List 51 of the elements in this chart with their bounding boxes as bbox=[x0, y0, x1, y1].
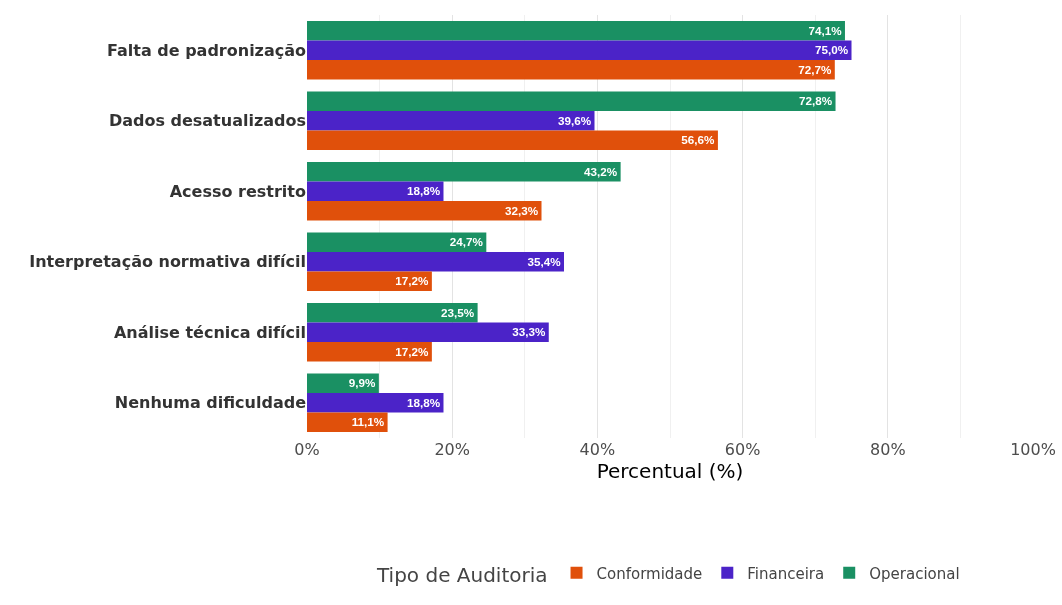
bar bbox=[307, 91, 836, 111]
bar bbox=[307, 60, 835, 80]
data-label: 39,6% bbox=[557, 113, 592, 127]
data-label: 33,3% bbox=[512, 325, 546, 339]
bar bbox=[307, 302, 478, 323]
data-label: 43,2% bbox=[584, 164, 618, 178]
legend-label: Operacional bbox=[869, 564, 960, 583]
data-label: 72,7% bbox=[798, 62, 832, 76]
x-tick-label: 0% bbox=[294, 440, 320, 459]
data-label: 23,5% bbox=[441, 305, 475, 319]
data-label: 72,8% bbox=[798, 94, 833, 108]
legend-title: Tipo de Auditoria bbox=[376, 563, 548, 588]
bar bbox=[307, 271, 432, 292]
bar bbox=[307, 322, 549, 342]
y-tick-label: Análise técnica difícil bbox=[113, 322, 306, 342]
bar bbox=[307, 201, 542, 221]
bar bbox=[307, 232, 487, 252]
x-tick-label: 60% bbox=[724, 440, 761, 459]
data-label: 74,1% bbox=[808, 23, 843, 37]
data-label: 9,9% bbox=[348, 376, 377, 390]
bar bbox=[307, 373, 379, 393]
data-label: 56,6% bbox=[681, 133, 716, 147]
bar bbox=[307, 252, 564, 272]
bar bbox=[307, 130, 718, 151]
bar bbox=[307, 111, 595, 131]
data-label: 24,7% bbox=[449, 235, 484, 249]
data-label: 11,1% bbox=[351, 415, 385, 429]
bar bbox=[307, 161, 621, 182]
y-tick-label: Dados desatualizados bbox=[108, 111, 306, 131]
x-tick-label: 20% bbox=[434, 440, 470, 459]
legend-label: Conformidade bbox=[596, 564, 703, 583]
data-label: 32,3% bbox=[504, 203, 539, 217]
data-label: 35,4% bbox=[527, 254, 562, 268]
x-tick-label: 100% bbox=[1010, 440, 1056, 459]
legend-label: Financeira bbox=[747, 564, 825, 583]
y-tick-label: Interpretação normativa difícil bbox=[29, 252, 306, 272]
data-label: 18,8% bbox=[406, 184, 441, 198]
bar bbox=[307, 393, 444, 413]
bar bbox=[307, 20, 845, 41]
x-tick-label: 80% bbox=[870, 440, 906, 459]
data-label: 18,8% bbox=[406, 395, 441, 409]
y-tick-label: Falta de padronização bbox=[106, 40, 306, 60]
y-tick-label: Nenhuma dificuldade bbox=[114, 393, 307, 413]
bar bbox=[307, 342, 432, 362]
bar bbox=[307, 40, 852, 60]
y-tick-label: Acesso restrito bbox=[169, 181, 306, 201]
data-label: 17,2% bbox=[395, 274, 430, 288]
x-axis-title: Percentual (%) bbox=[596, 459, 744, 483]
x-tick-label: 40% bbox=[579, 440, 616, 459]
data-label: 17,2% bbox=[395, 344, 430, 358]
data-label: 75,0% bbox=[814, 43, 849, 57]
